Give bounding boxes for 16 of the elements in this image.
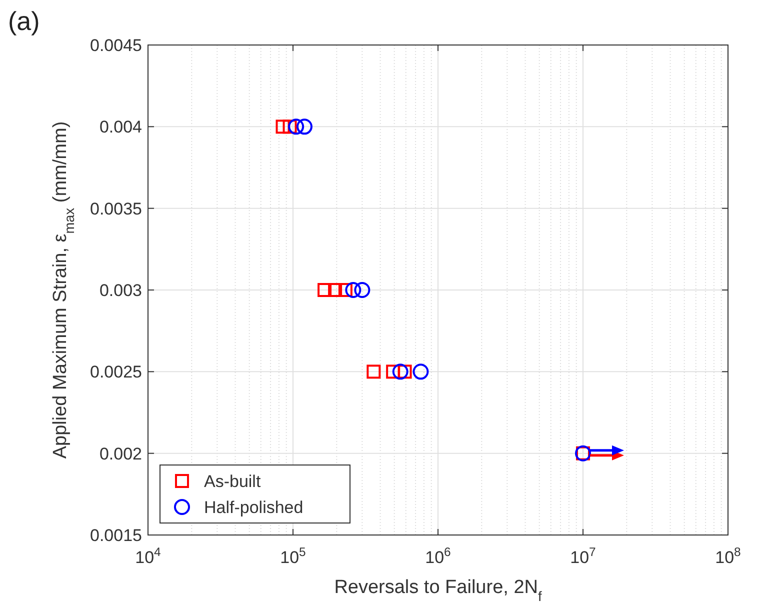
x-axis-title: Reversals to Failure, 2N$_{f}$ xyxy=(334,577,542,604)
x-tick-label: 10$^{7}$ xyxy=(570,545,596,567)
y-tick-label: 0.0035 xyxy=(90,199,142,218)
x-tick-label: 10$^{8}$ xyxy=(715,545,742,567)
x-tick-label: 10$^{4}$ xyxy=(135,545,162,567)
legend-label: As-built xyxy=(204,472,261,491)
x-tick-label: 10$^{6}$ xyxy=(425,545,452,567)
y-tick-label: 0.0015 xyxy=(90,526,142,545)
y-tick-label: 0.002 xyxy=(99,444,142,464)
y-tick-label: 0.0025 xyxy=(90,362,142,382)
legend-label: Half-polished xyxy=(204,498,304,517)
text: (a) xyxy=(8,6,40,36)
x-tick-label: 10$^{5}$ xyxy=(280,545,306,567)
y-tick-label: 0.003 xyxy=(99,281,142,300)
y-tick-label: 0.004 xyxy=(99,118,142,137)
y-tick-label: 0.0045 xyxy=(90,36,142,55)
